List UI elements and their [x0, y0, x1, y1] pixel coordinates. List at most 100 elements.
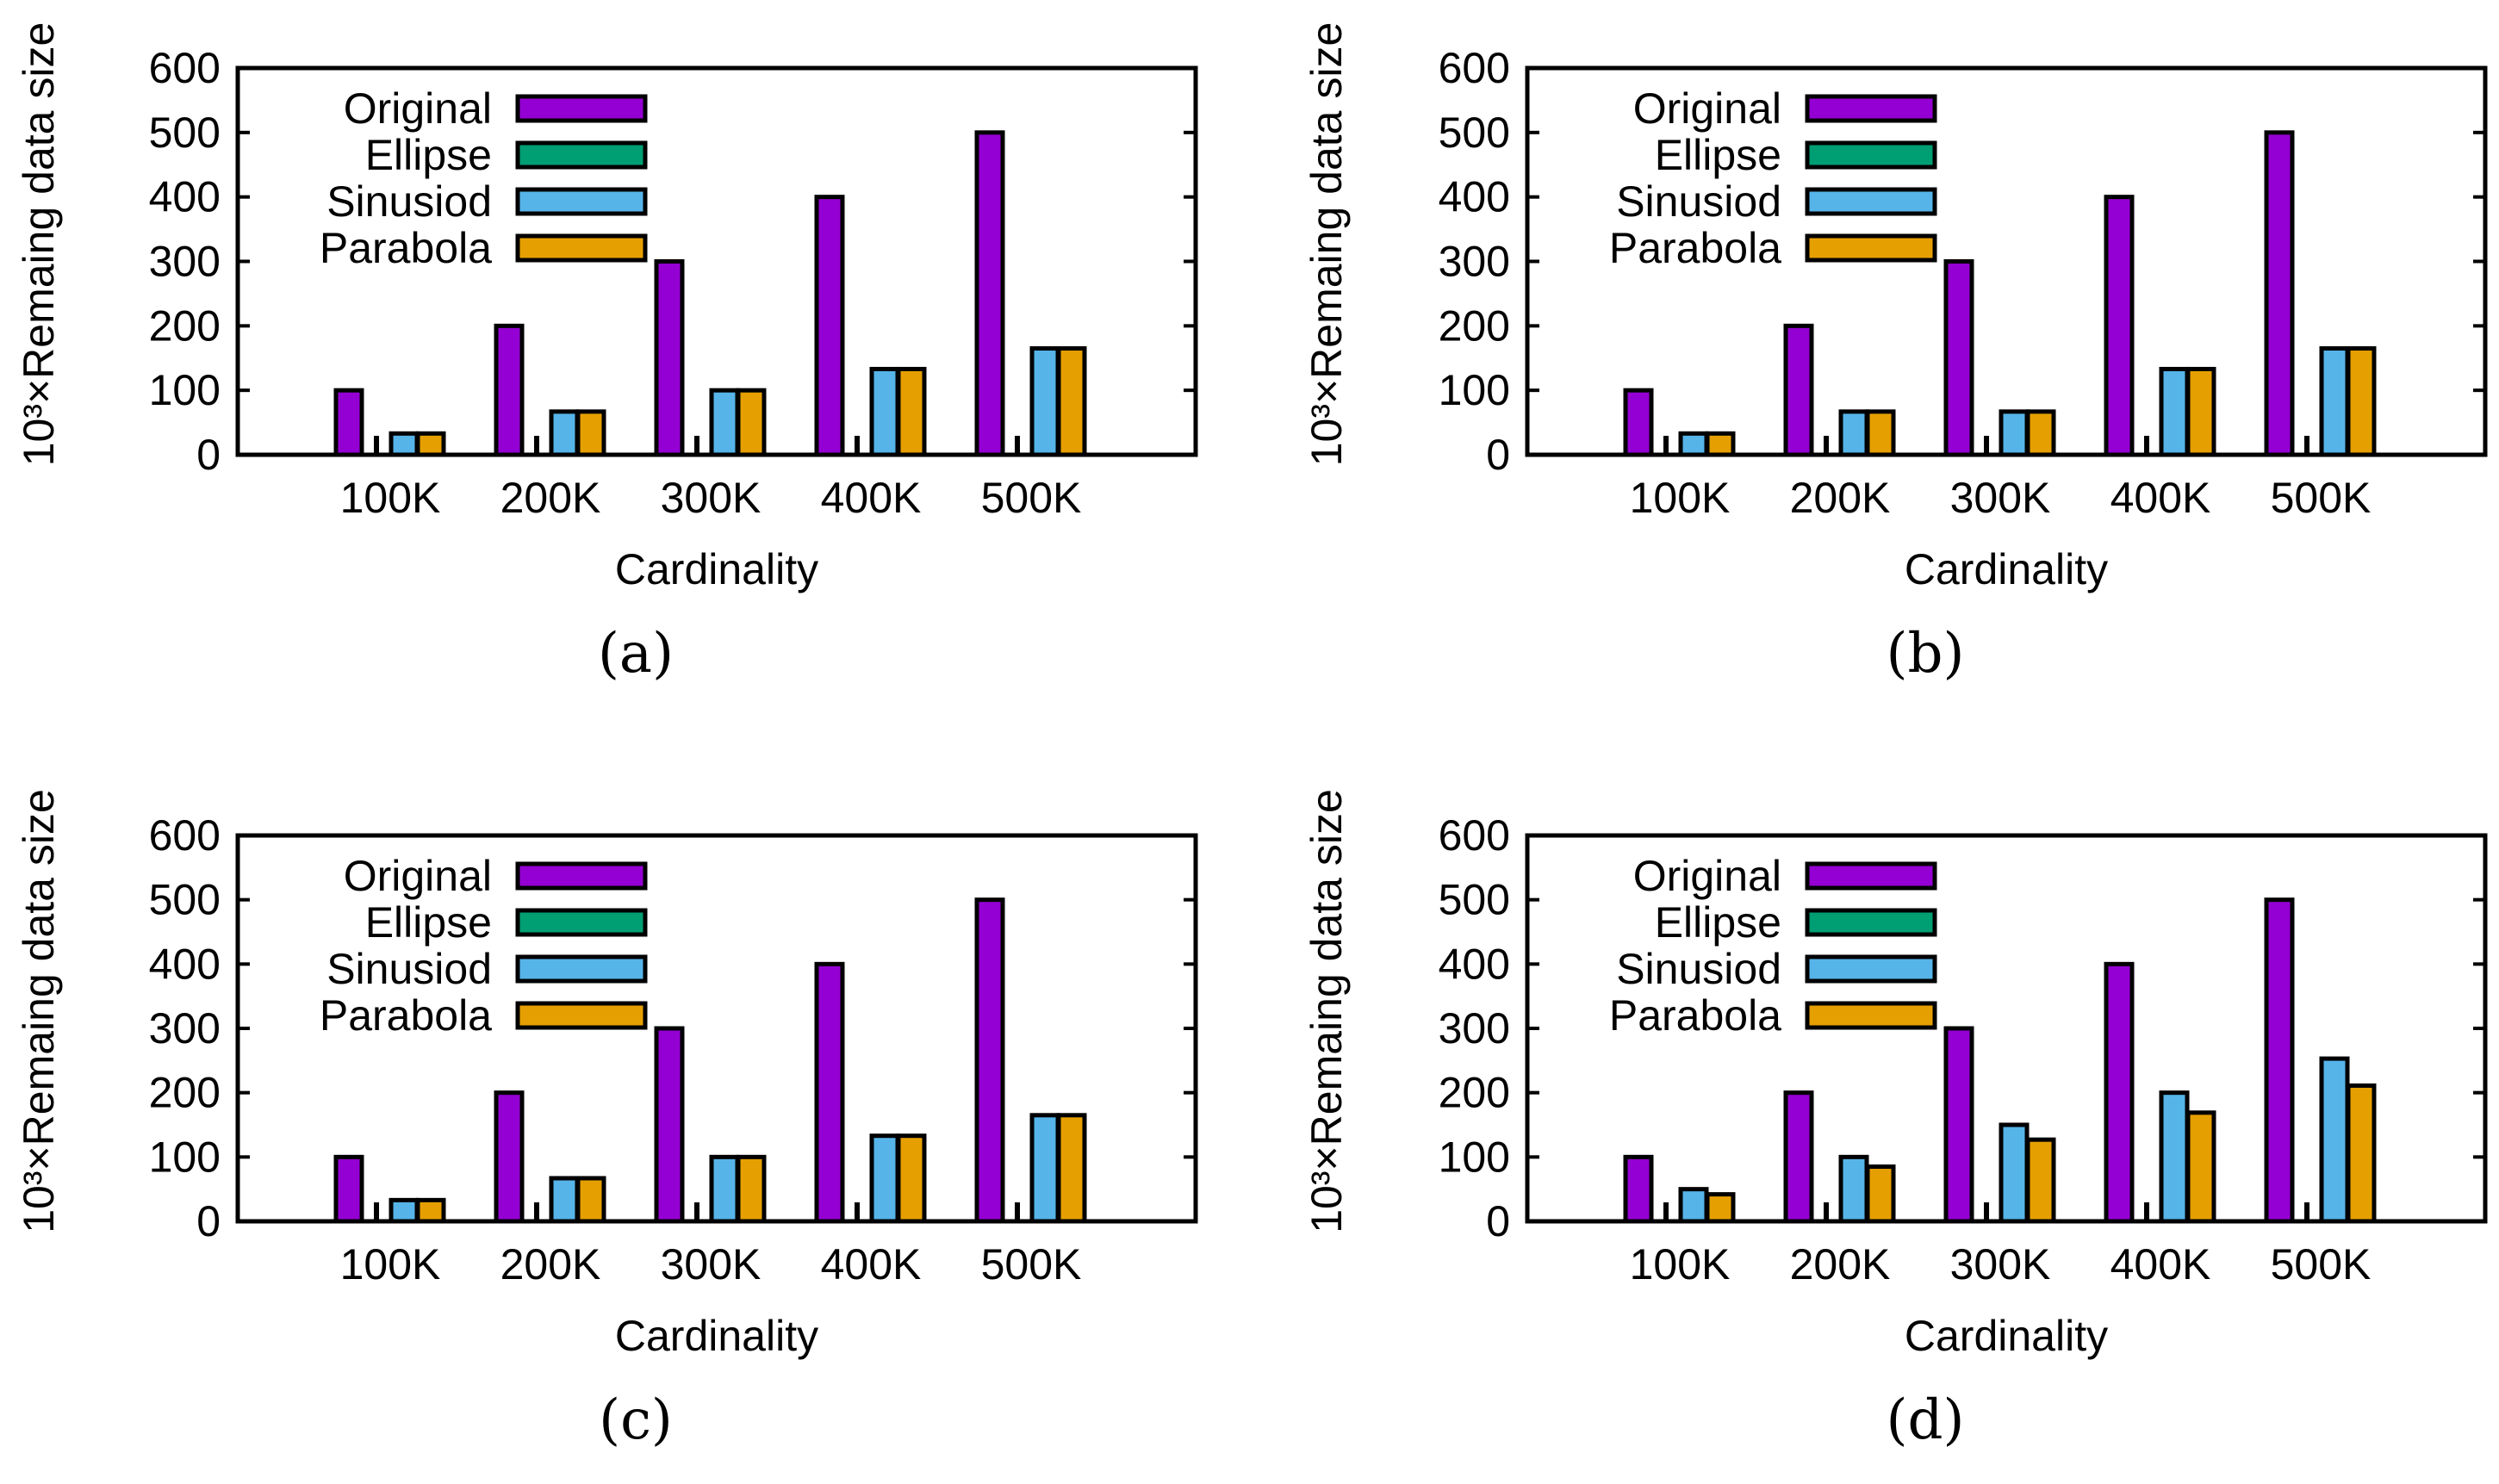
y-tick-label: 0	[196, 431, 221, 479]
bar-original-100k	[333, 1154, 364, 1224]
legend-swatch-sinusiod	[515, 954, 648, 984]
y-tick-label: 200	[149, 1069, 221, 1117]
bar-sinusiod-200k	[549, 409, 580, 457]
bar-sinusiod-400k	[869, 1133, 900, 1224]
panel-caption: (a)	[598, 622, 674, 686]
bar-ellipse-300k	[1984, 436, 1989, 455]
bar-original-200k	[1783, 1090, 1814, 1224]
y-axis-title: 10³×Remaing data size	[1302, 22, 1351, 467]
bar-original-500k	[2264, 897, 2295, 1224]
y-tick-label: 400	[1439, 940, 1510, 988]
bar-ellipse-100k	[1663, 1202, 1669, 1221]
legend-swatch-sinusiod	[515, 187, 648, 216]
legend-label-parabola: Parabola	[1609, 224, 1781, 272]
bar-parabola-400k	[2185, 1110, 2216, 1224]
x-axis-title: Cardinality	[1905, 1312, 2108, 1360]
bar-sinusiod-100k	[389, 1197, 420, 1224]
legend-swatch-sinusiod	[1805, 187, 1937, 216]
bar-original-200k	[494, 1090, 525, 1224]
bar-parabola-300k	[736, 1154, 767, 1224]
y-tick-label: 200	[149, 301, 221, 350]
bar-sinusiod-100k	[1678, 431, 1709, 457]
bar-ellipse-100k	[374, 1202, 379, 1221]
bar-sinusiod-500k	[1029, 1113, 1060, 1224]
legend-label-sinusiod: Sinusiod	[326, 177, 492, 226]
x-axis-title: Cardinality	[615, 1312, 818, 1360]
y-tick-label: 600	[1439, 44, 1510, 92]
chart-panel-a: 0 100 200 300 400 500 600 100K 200K 300K 400K 500K O…	[15, 22, 1198, 686]
plot-frame	[1525, 65, 2488, 457]
bar-ellipse-300k	[694, 1202, 699, 1221]
y-tick-label: 500	[149, 876, 221, 924]
bar-ellipse-300k	[1984, 1202, 1989, 1221]
bar-sinusiod-200k	[1838, 1154, 1869, 1224]
bar-parabola-200k	[1865, 409, 1896, 457]
bar-parabola-500k	[2346, 346, 2377, 457]
legend-swatch-ellipse	[1805, 908, 1937, 937]
bar-sinusiod-300k	[1999, 1122, 2030, 1224]
x-tick-label: 500K	[2271, 474, 2372, 522]
bar-sinusiod-100k	[389, 431, 420, 457]
x-tick-label: 200K	[500, 474, 601, 522]
x-tick-label: 100K	[1630, 474, 1731, 522]
bar-sinusiod-200k	[549, 1176, 580, 1224]
legend-swatch-parabola	[1805, 233, 1937, 263]
y-tick-label: 0	[1486, 1197, 1510, 1245]
y-tick-label: 200	[1439, 1069, 1510, 1117]
bar-parabola-300k	[2025, 1137, 2056, 1224]
y-axis-title: 10³×Remaing data size	[15, 22, 63, 467]
x-tick-label: 500K	[2271, 1240, 2372, 1288]
bar-original-500k	[974, 130, 1005, 457]
y-tick-label: 600	[149, 44, 221, 92]
chart-panel-b: 0 100 200 300 400 500 600 100K 200K 300K 400K 500K O…	[1302, 22, 2488, 686]
x-tick-label: 200K	[1790, 474, 1891, 522]
bar-parabola-200k	[1865, 1164, 1896, 1224]
bar-parabola-200k	[575, 409, 606, 457]
x-tick-label: 400K	[2110, 474, 2211, 522]
bar-ellipse-500k	[1015, 436, 1020, 455]
legend-label-ellipse: Ellipse	[365, 131, 492, 179]
y-tick-label: 0	[196, 1197, 221, 1245]
y-tick-label: 300	[149, 1004, 221, 1052]
bar-original-300k	[1943, 259, 1974, 457]
y-tick-label: 300	[149, 238, 221, 286]
bar-parabola-100k	[1705, 1192, 1736, 1224]
bar-ellipse-200k	[1824, 436, 1829, 455]
bar-original-100k	[1623, 388, 1654, 457]
legend-label-parabola: Parabola	[320, 991, 492, 1040]
bar-parabola-300k	[2025, 409, 2056, 457]
legend-label-sinusiod: Sinusiod	[326, 945, 492, 993]
bar-parabola-400k	[896, 366, 927, 457]
bar-sinusiod-100k	[1678, 1187, 1709, 1224]
bar-ellipse-200k	[1824, 1202, 1829, 1221]
y-tick-label: 500	[1439, 876, 1510, 924]
x-tick-label: 500K	[981, 1240, 1082, 1288]
y-axis-title: 10³×Remaing data size	[1302, 789, 1351, 1233]
bar-original-200k	[1783, 323, 1814, 457]
bar-parabola-500k	[2346, 1083, 2377, 1224]
x-tick-label: 100K	[1630, 1240, 1731, 1288]
x-tick-label: 400K	[821, 1240, 922, 1288]
legend-label-parabola: Parabola	[1609, 991, 1781, 1040]
y-tick-label: 500	[1439, 109, 1510, 157]
bar-ellipse-500k	[2304, 436, 2309, 455]
legend-label-original: Original	[344, 852, 492, 900]
legend-swatch-original	[515, 861, 648, 891]
legend-swatch-sinusiod	[1805, 954, 1937, 984]
bar-ellipse-500k	[2304, 1202, 2309, 1221]
y-tick-label: 100	[149, 1133, 221, 1181]
bar-sinusiod-300k	[709, 1154, 740, 1224]
bar-sinusiod-300k	[709, 388, 740, 457]
legend-swatch-ellipse	[515, 140, 648, 170]
bar-original-500k	[2264, 130, 2295, 457]
legend-swatch-ellipse	[1805, 140, 1937, 170]
y-tick-label: 600	[1439, 811, 1510, 860]
y-tick-label: 600	[149, 811, 221, 860]
bar-parabola-400k	[896, 1133, 927, 1224]
legend-swatch-parabola	[515, 233, 648, 263]
legend-label-parabola: Parabola	[320, 224, 492, 272]
legend-swatch-parabola	[515, 1001, 648, 1030]
x-tick-label: 400K	[821, 474, 922, 522]
x-tick-label: 500K	[981, 474, 1082, 522]
